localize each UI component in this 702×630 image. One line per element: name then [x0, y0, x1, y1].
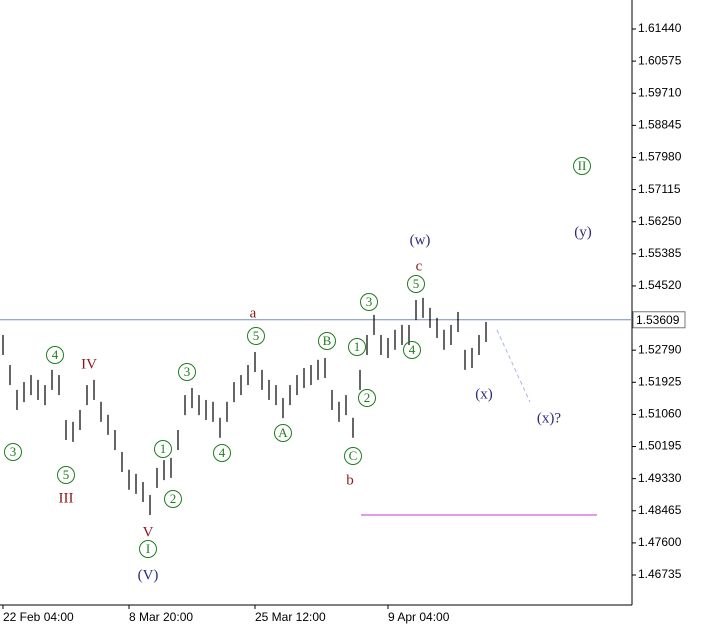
wave-label: 1	[354, 339, 361, 354]
wave-circle	[403, 341, 421, 359]
wave-label: (w)	[410, 232, 431, 248]
wave-circle	[360, 293, 378, 311]
y-tick-label: 1.54520	[638, 278, 682, 292]
wave-label: a	[250, 305, 257, 321]
x-tick-label: 9 Apr 04:00	[388, 610, 450, 624]
wave-label: II	[578, 158, 587, 173]
wave-label: (x)	[475, 386, 493, 402]
wave-label: B	[323, 333, 332, 348]
wave-circle	[274, 424, 292, 442]
x-tick-label: 22 Feb 04:00	[3, 610, 74, 624]
y-tick-label: 1.60575	[638, 53, 682, 67]
wave-circle	[46, 346, 64, 364]
price-label-box	[632, 311, 686, 329]
wave-circle	[164, 490, 182, 508]
wave-label: 1	[160, 441, 167, 456]
wave-circle	[344, 447, 362, 465]
wave-label: c	[416, 258, 423, 274]
wave-circle	[407, 275, 425, 293]
y-tick-label: 1.61440	[638, 21, 682, 35]
wave-circle	[139, 540, 157, 558]
wave-label: (V)	[138, 567, 159, 583]
wave-circle	[358, 389, 376, 407]
wave-label: IV	[81, 356, 97, 372]
wave-circle	[4, 443, 22, 461]
wave-circle	[57, 466, 75, 484]
wave-label: 5	[63, 467, 70, 482]
wave-label: 4	[219, 445, 226, 460]
y-tick-label: 1.52790	[638, 342, 682, 356]
y-tick-label: 1.57980	[638, 150, 682, 164]
y-tick-label: 1.50195	[638, 439, 682, 453]
y-tick-label: 1.57115	[638, 182, 681, 196]
y-tick-label: 1.51925	[638, 374, 682, 388]
wave-label: 5	[253, 328, 260, 343]
wave-label: 3	[184, 364, 191, 379]
wave-circle	[154, 440, 172, 458]
wave-label: 3	[366, 294, 373, 309]
wave-label: 5	[413, 276, 420, 291]
wave-circle	[213, 444, 231, 462]
y-tick-label: 1.51060	[638, 407, 682, 421]
x-tick-label: 8 Mar 20:00	[129, 610, 193, 624]
wave-circle	[318, 332, 336, 350]
y-tick-label: 1.47600	[638, 535, 682, 549]
price-label: 1.53609	[636, 313, 680, 327]
y-tick-label: 1.56250	[638, 214, 682, 228]
wave-circle	[247, 327, 265, 345]
wave-label: 3	[10, 444, 17, 459]
wave-label: A	[278, 425, 288, 440]
y-tick-label: 1.59710	[638, 85, 682, 99]
y-tick-label: 1.55385	[638, 246, 682, 260]
wave-label: I	[146, 541, 150, 556]
wave-label: (y)	[574, 224, 592, 240]
wave-label: (x)?	[537, 410, 561, 426]
wave-label: 2	[170, 491, 177, 506]
wave-label: C	[349, 448, 358, 463]
projection-line	[496, 329, 531, 403]
wave-label: b	[346, 472, 354, 488]
y-tick-label: 1.58845	[638, 118, 682, 132]
x-tick-label: 25 Mar 12:00	[255, 610, 326, 624]
wave-circle	[348, 338, 366, 356]
wave-label: 2	[364, 390, 371, 405]
y-tick-label: 1.48465	[638, 503, 682, 517]
wave-circle	[573, 157, 591, 175]
wave-label: 4	[52, 347, 59, 362]
wave-label: III	[59, 490, 74, 506]
y-tick-label: 1.49330	[638, 471, 682, 485]
y-tick-label: 1.46735	[638, 567, 682, 581]
wave-label: 4	[409, 342, 416, 357]
wave-circle	[178, 363, 196, 381]
wave-label: V	[143, 524, 154, 540]
